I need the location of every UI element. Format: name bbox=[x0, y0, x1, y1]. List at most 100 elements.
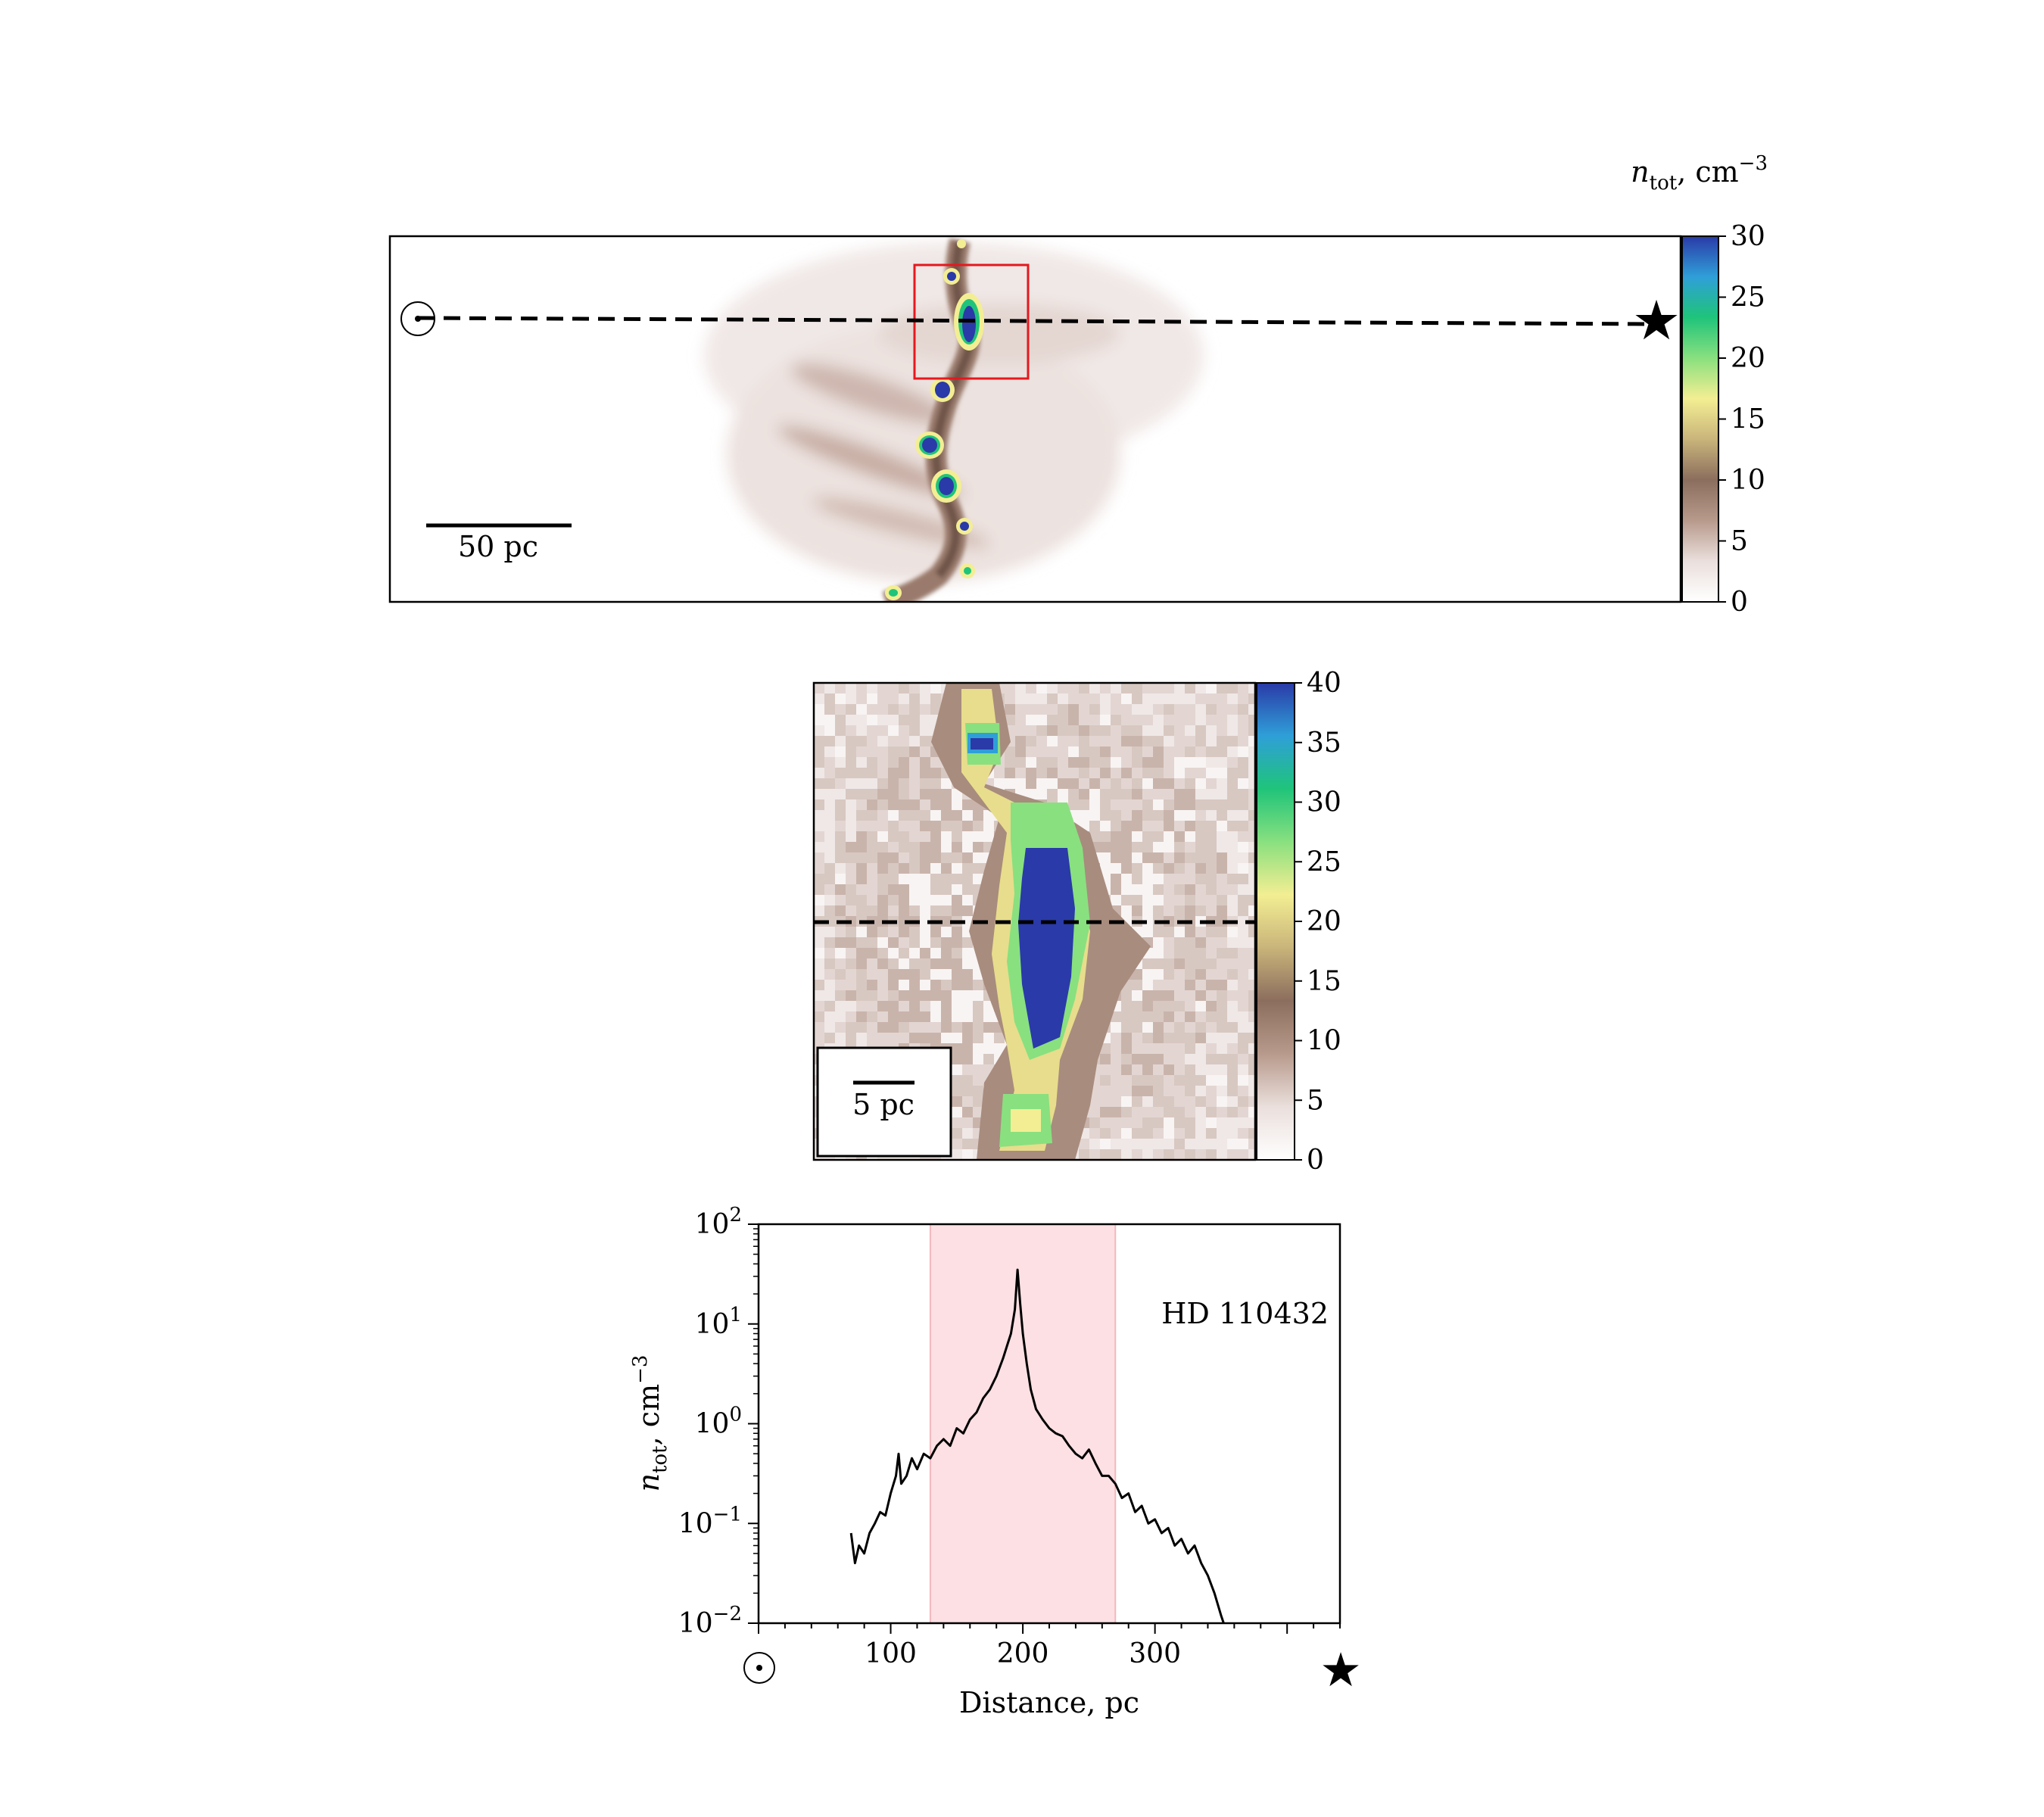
map-pixel bbox=[1206, 1128, 1217, 1139]
map-pixel bbox=[1238, 831, 1248, 842]
map-pixel bbox=[846, 905, 856, 916]
map-pixel bbox=[1153, 1128, 1164, 1139]
y-axis-label: ntot, cm−3 bbox=[629, 1355, 671, 1492]
colorbar-tick-label: 10 bbox=[1307, 1026, 1341, 1057]
map-pixel bbox=[909, 969, 920, 980]
map-pixel bbox=[1217, 1128, 1227, 1139]
map-pixel bbox=[1164, 1011, 1174, 1022]
map-pixel bbox=[952, 1043, 962, 1054]
map-pixel bbox=[1185, 693, 1195, 704]
map-pixel bbox=[867, 1022, 877, 1033]
map-pixel bbox=[909, 704, 920, 715]
map-pixel bbox=[920, 1033, 930, 1043]
map-pixel bbox=[1227, 927, 1238, 937]
y-tick-label: 100 bbox=[695, 1404, 742, 1440]
map-pixel bbox=[1142, 980, 1153, 990]
map-pixel bbox=[1142, 1139, 1153, 1149]
map-pixel bbox=[1100, 1086, 1111, 1096]
map-pixel bbox=[983, 821, 994, 831]
map-pixel bbox=[856, 799, 867, 810]
map-pixel bbox=[1206, 884, 1217, 895]
map-pixel bbox=[1121, 1096, 1132, 1107]
map-pixel bbox=[1015, 683, 1026, 693]
map-pixel bbox=[1111, 725, 1121, 736]
map-pixel bbox=[1206, 704, 1217, 715]
map-pixel bbox=[1227, 1086, 1238, 1096]
map-pixel bbox=[814, 937, 824, 948]
map-pixel bbox=[899, 821, 909, 831]
map-pixel bbox=[867, 874, 877, 884]
map-pixel bbox=[1174, 1086, 1185, 1096]
map-pixel bbox=[1195, 1075, 1206, 1086]
map-pixel bbox=[1089, 757, 1100, 768]
map-pixel bbox=[1185, 757, 1195, 768]
map-pixel bbox=[1100, 1128, 1111, 1139]
map-pixel bbox=[1153, 715, 1164, 725]
map-pixel bbox=[814, 969, 824, 980]
map-pixel bbox=[1195, 799, 1206, 810]
map-pixel bbox=[1005, 768, 1015, 778]
map-pixel bbox=[1195, 1022, 1206, 1033]
map-pixel bbox=[1153, 768, 1164, 778]
map-pixel bbox=[1142, 683, 1153, 693]
map-pixel bbox=[930, 683, 941, 693]
map-pixel bbox=[899, 948, 909, 958]
map-pixel bbox=[1142, 799, 1153, 810]
map-pixel bbox=[909, 863, 920, 874]
map-pixel bbox=[1164, 1043, 1174, 1054]
map-pixel bbox=[1238, 969, 1248, 980]
map-pixel bbox=[1153, 905, 1164, 916]
map-pixel bbox=[973, 810, 983, 821]
map-pixel bbox=[1079, 746, 1089, 757]
map-pixel bbox=[1248, 810, 1255, 821]
map-pixel bbox=[1238, 852, 1248, 863]
map-pixel bbox=[1153, 884, 1164, 895]
map-pixel bbox=[814, 948, 824, 958]
map-pixel bbox=[1164, 969, 1174, 980]
map-pixel bbox=[899, 789, 909, 799]
map-pixel bbox=[973, 1022, 983, 1033]
map-pixel bbox=[962, 1075, 973, 1086]
map-pixel bbox=[1174, 799, 1185, 810]
map-pixel bbox=[1195, 852, 1206, 863]
map-pixel bbox=[909, 693, 920, 704]
map-pixel bbox=[888, 874, 899, 884]
map-pixel bbox=[1068, 715, 1079, 725]
map-pixel bbox=[856, 1022, 867, 1033]
map-pixel bbox=[930, 852, 941, 863]
middle-colorbar-ticks: 0 5 10 15 20 25 30 35 40 bbox=[1295, 668, 1341, 1176]
map-pixel bbox=[1121, 1033, 1132, 1043]
map-pixel bbox=[1153, 842, 1164, 852]
map-pixel bbox=[856, 958, 867, 969]
map-pixel bbox=[1174, 1043, 1185, 1054]
map-pixel bbox=[867, 768, 877, 778]
map-pixel bbox=[814, 852, 824, 863]
map-pixel bbox=[877, 874, 888, 884]
map-pixel bbox=[1111, 715, 1121, 725]
map-pixel bbox=[1100, 821, 1111, 831]
map-pixel bbox=[1164, 863, 1174, 874]
map-pixel bbox=[1142, 958, 1153, 969]
map-pixel bbox=[867, 905, 877, 916]
middle-colorbar bbox=[1257, 683, 1295, 1160]
map-pixel bbox=[1111, 736, 1121, 746]
map-pixel bbox=[1248, 736, 1255, 746]
map-pixel bbox=[835, 874, 846, 884]
map-pixel bbox=[941, 905, 952, 916]
map-pixel bbox=[824, 842, 835, 852]
map-pixel bbox=[1206, 948, 1217, 958]
map-pixel bbox=[1121, 1075, 1132, 1086]
map-pixel bbox=[1185, 969, 1195, 980]
map-pixel bbox=[1185, 789, 1195, 799]
map-pixel bbox=[941, 937, 952, 948]
map-pixel bbox=[962, 1011, 973, 1022]
map-pixel bbox=[973, 1086, 983, 1096]
map-pixel bbox=[952, 927, 962, 937]
map-pixel bbox=[909, 842, 920, 852]
map-pixel bbox=[899, 895, 909, 905]
map-pixel bbox=[1132, 704, 1142, 715]
map-pixel bbox=[930, 990, 941, 1001]
map-pixel bbox=[835, 948, 846, 958]
map-pixel bbox=[930, 693, 941, 704]
map-pixel bbox=[1217, 1033, 1227, 1043]
